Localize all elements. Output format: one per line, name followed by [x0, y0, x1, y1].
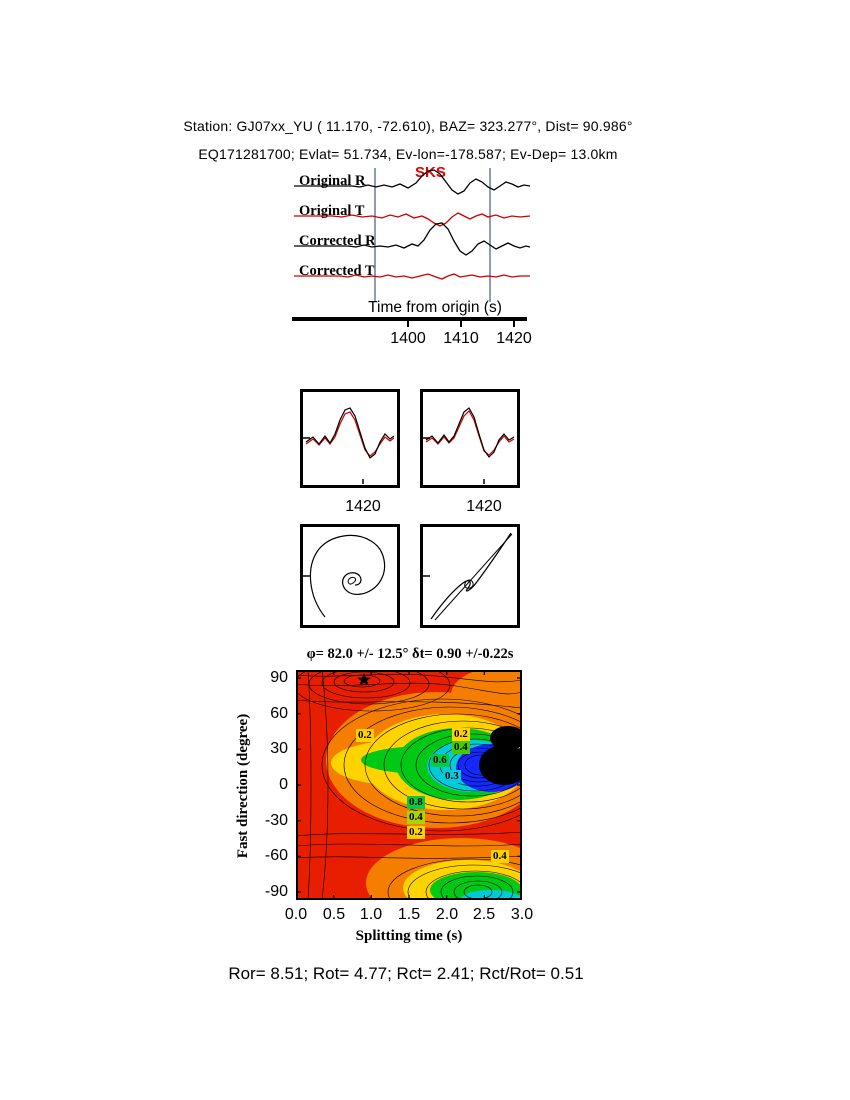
- contour-label-chip: 0.2: [356, 729, 374, 742]
- ytick-neg30: -30: [264, 812, 288, 829]
- contour-xlabel: Splitting time (s): [355, 928, 463, 944]
- ytick-90: 90: [270, 669, 288, 686]
- time-tick-mark-1420: [513, 321, 515, 327]
- time-axis-line: [292, 317, 527, 321]
- ytick-30: 30: [270, 740, 288, 757]
- best-fit-star: [357, 673, 371, 686]
- particle-motion-right-plot: [423, 532, 513, 621]
- phase-label: SKS: [415, 164, 446, 181]
- trace-original-t: [294, 212, 531, 227]
- time-tick-mark-1400: [407, 321, 409, 327]
- panel-left-slow-trace: [305, 411, 395, 457]
- contour-label-chip: 0.2: [407, 826, 425, 839]
- contour-label-chip: 0.2: [452, 728, 470, 741]
- trace-original-r: [294, 169, 531, 195]
- contour-frame: [296, 670, 522, 900]
- xtick-30: 3.0: [510, 906, 534, 923]
- station-header: Station: GJ07xx_YU ( 11.170, -72.610), B…: [183, 118, 633, 134]
- contour-label-chip: 0.3: [443, 770, 461, 783]
- xtick-0: 0.0: [284, 906, 308, 923]
- xtick-20: 2.0: [435, 906, 459, 923]
- ytick-neg90: -90: [264, 883, 288, 900]
- time-axis-label: Time from origin (s): [368, 299, 502, 316]
- waveform-panel-right: [420, 389, 520, 488]
- time-tick-1400: 1400: [390, 330, 426, 347]
- contour-label-chip: 0.8: [407, 796, 425, 809]
- pm-left-ellipse: [309, 534, 386, 618]
- contour-label-chip: 0.6: [431, 754, 449, 767]
- panel-tick-right: 1420: [466, 498, 502, 515]
- contour-plot: [296, 670, 522, 900]
- pm-right-line: [434, 533, 513, 621]
- ytick-neg60: -60: [264, 847, 288, 864]
- particle-motion-panel-left: [300, 524, 400, 628]
- contour-lines: [296, 670, 522, 900]
- contour-label-chip: 0.4: [491, 850, 509, 863]
- panel-right-slow-trace: [425, 410, 515, 456]
- xtick-05: 0.5: [322, 906, 346, 923]
- particle-motion-left-plot: [303, 534, 386, 618]
- contour-fills: [296, 670, 522, 900]
- time-tick-1420: 1420: [496, 330, 532, 347]
- waveform-panel-left-plot: [303, 407, 395, 484]
- pm-right-knot: [464, 579, 474, 589]
- contour-label-chip: 0.4: [452, 741, 470, 754]
- waveform-plot: [294, 168, 531, 302]
- trace-corrected-r: [294, 222, 531, 256]
- time-tick-mark-1410: [460, 321, 462, 327]
- xtick-25: 2.5: [472, 906, 496, 923]
- trace-label-corrected-r: Corrected R: [299, 233, 376, 249]
- pm-left-inner-loop: [347, 576, 356, 585]
- contour-frame-ticks: [296, 670, 522, 900]
- trace-label-original-t: Original T: [299, 203, 365, 219]
- time-tick-1410: 1410: [443, 330, 479, 347]
- pm-right-motion: [430, 532, 512, 620]
- event-header: EQ171281700; Evlat= 51.734, Ev-lon=-178.…: [198, 146, 618, 162]
- particle-motion-panel-right: [420, 524, 520, 628]
- xtick-10: 1.0: [359, 906, 383, 923]
- ytick-60: 60: [270, 705, 288, 722]
- waveform-panel-right-plot: [423, 407, 515, 484]
- panel-left-fast-trace: [305, 407, 395, 459]
- xtick-15: 1.5: [397, 906, 421, 923]
- contour-label-chip: 0.4: [407, 811, 425, 824]
- waveform-panel-left: [300, 389, 400, 488]
- trace-corrected-t: [294, 273, 530, 280]
- panel-right-fast-trace: [425, 407, 515, 458]
- ytick-0: 0: [279, 776, 288, 793]
- footer-stats: Ror= 8.51; Rot= 4.77; Rct= 2.41; Rct/Rot…: [228, 964, 584, 983]
- trace-label-original-r: Original R: [299, 173, 366, 189]
- panel-tick-left: 1420: [345, 498, 381, 515]
- contour-title: φ= 82.0 +/- 12.5° δt= 0.90 +/-0.22s: [306, 646, 514, 662]
